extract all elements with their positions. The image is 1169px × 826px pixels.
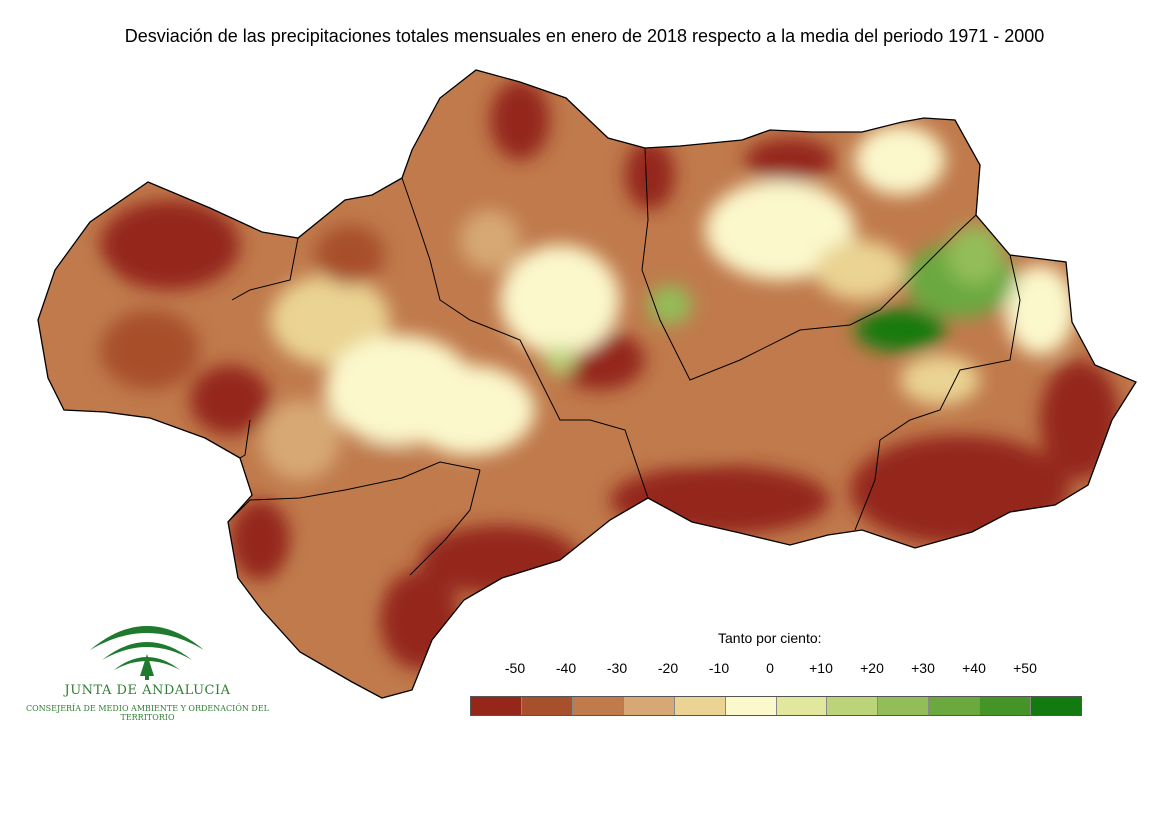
anomaly-patch bbox=[1005, 265, 1075, 355]
province-border bbox=[227, 461, 481, 523]
anomaly-patch bbox=[705, 180, 855, 280]
legend-tick-label: -20 bbox=[657, 660, 679, 676]
anomaly-patch bbox=[340, 445, 420, 515]
legend-swatch bbox=[471, 697, 522, 715]
anomaly-patch bbox=[315, 225, 385, 285]
junta-logo-icon bbox=[90, 626, 204, 680]
legend-swatch bbox=[776, 697, 828, 715]
anomaly-patch bbox=[544, 346, 576, 374]
province-border bbox=[409, 469, 481, 576]
anomaly-patch bbox=[190, 365, 270, 435]
legend-swatch bbox=[572, 697, 624, 715]
province-border bbox=[879, 254, 1021, 441]
anomaly-patch bbox=[855, 125, 945, 195]
anomaly-patch bbox=[230, 500, 290, 580]
anomaly-patch bbox=[100, 200, 240, 290]
legend-tick-label: -50 bbox=[504, 660, 526, 676]
map-title: Desviación de las precipitaciones totale… bbox=[124, 26, 1045, 46]
legend-tick-label: -30 bbox=[606, 660, 628, 676]
anomaly-patch bbox=[947, 225, 1003, 285]
legend-tick-label: -10 bbox=[708, 660, 730, 676]
legend-swatch bbox=[725, 697, 777, 715]
anomaly-patch bbox=[100, 310, 200, 390]
legend-swatch bbox=[674, 697, 726, 715]
province-border bbox=[539, 379, 649, 499]
anomaly-patch bbox=[460, 210, 520, 270]
province-borders bbox=[227, 147, 1021, 576]
anomaly-patch bbox=[270, 275, 390, 365]
anomaly-patch bbox=[625, 140, 675, 210]
anomaly-patch bbox=[850, 435, 1070, 545]
legend-swatch bbox=[878, 697, 930, 715]
anomaly-patch bbox=[295, 540, 365, 640]
province-border bbox=[854, 439, 881, 531]
legend-swatch bbox=[929, 697, 981, 715]
legend-tick-label: +10 bbox=[809, 660, 833, 676]
anomaly-patch bbox=[855, 308, 945, 352]
legend-tick-label: +50 bbox=[1013, 660, 1037, 676]
anomaly-patch bbox=[50, 260, 110, 340]
anomaly-patch bbox=[490, 80, 550, 160]
region-outline bbox=[37, 69, 1137, 699]
anomaly-patch bbox=[610, 465, 830, 535]
logo-subtitle: CONSEJERÍA DE MEDIO AMBIENTE Y ORDENACIÓ… bbox=[25, 704, 269, 722]
legend-tick-label: +30 bbox=[911, 660, 935, 676]
province-border bbox=[641, 147, 977, 381]
legend-swatch bbox=[623, 697, 675, 715]
legend-swatch bbox=[980, 697, 1032, 715]
anomaly-patch bbox=[660, 380, 740, 460]
legend-title: Tanto por ciento: bbox=[718, 630, 822, 646]
anomaly-patch bbox=[648, 285, 692, 325]
legend-colorbar bbox=[470, 696, 1082, 716]
anomaly-patch bbox=[900, 355, 980, 405]
anomaly-patch bbox=[1040, 360, 1120, 480]
province-border bbox=[231, 237, 299, 301]
anomaly-patch bbox=[260, 400, 340, 480]
legend-tick-label: 0 bbox=[766, 660, 774, 676]
anomaly-patch bbox=[815, 240, 905, 300]
province-border bbox=[401, 177, 541, 381]
province-border bbox=[239, 419, 251, 459]
legend-tick-label: +40 bbox=[962, 660, 986, 676]
legend-swatch bbox=[827, 697, 879, 715]
logo-name: JUNTA DE ANDALUCIA bbox=[64, 683, 231, 698]
anomaly-patch bbox=[405, 365, 535, 455]
legend-swatch bbox=[1031, 697, 1082, 715]
legend-tick-label: +20 bbox=[860, 660, 884, 676]
anomaly-patch bbox=[500, 245, 620, 355]
anomaly-patch bbox=[745, 138, 835, 182]
legend-tick-label: -40 bbox=[555, 660, 577, 676]
legend-swatch bbox=[521, 697, 573, 715]
